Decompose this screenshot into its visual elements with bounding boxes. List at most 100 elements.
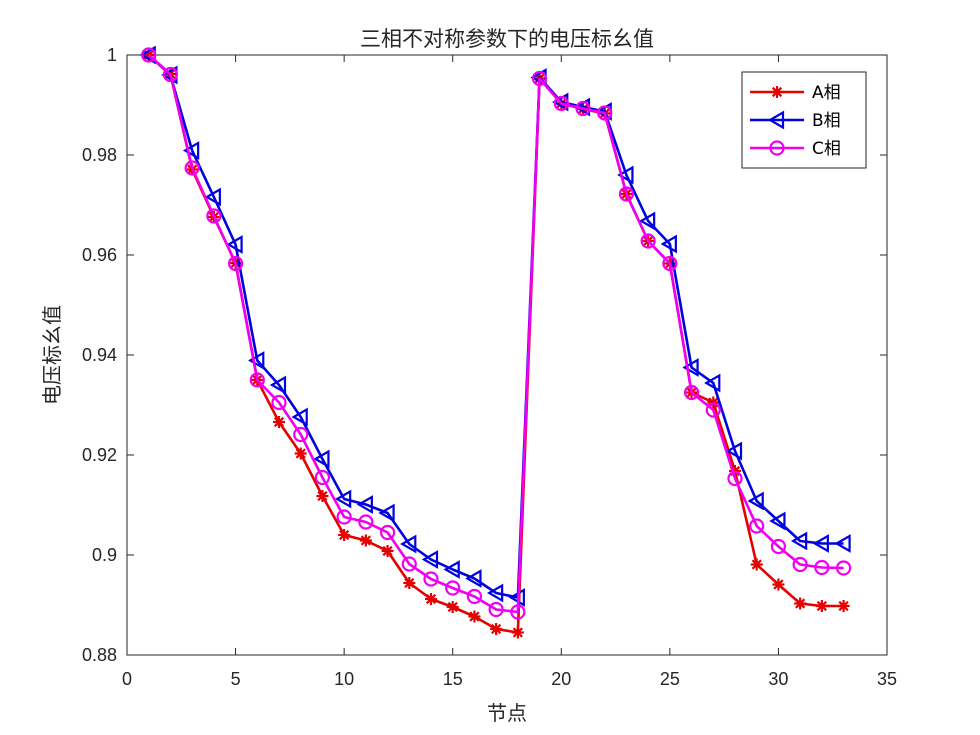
legend-label: B相: [812, 111, 841, 131]
data-point: [336, 509, 352, 525]
data-point: [747, 491, 764, 511]
data-point: [466, 588, 483, 605]
data-point: [835, 560, 852, 576]
x-tick-label: 15: [443, 669, 463, 689]
data-point: [725, 441, 743, 461]
series-3: [141, 47, 852, 620]
data-point: [812, 534, 829, 553]
data-point: [204, 187, 221, 207]
data-point: [403, 577, 416, 589]
data-point: [834, 534, 851, 553]
y-tick-label: 1: [107, 45, 117, 65]
x-tick-label: 0: [122, 669, 132, 689]
x-tick-label: 10: [334, 669, 354, 689]
data-point: [356, 495, 373, 514]
y-tick-label: 0.98: [82, 145, 117, 165]
chart-title: 三相不对称参数下的电压标幺值: [360, 27, 654, 51]
data-point: [486, 583, 504, 603]
data-point: [792, 556, 808, 573]
data-point: [273, 416, 285, 428]
data-point: [662, 255, 678, 272]
data-point: [510, 604, 526, 620]
x-axis-title: 节点: [487, 701, 527, 725]
data-point: [334, 489, 352, 509]
data-point: [249, 372, 265, 388]
data-point: [769, 511, 786, 531]
data-point: [294, 447, 307, 460]
data-point: [511, 626, 524, 639]
legend-label: A相: [812, 83, 841, 103]
data-point: [772, 578, 785, 591]
data-point: [378, 503, 395, 523]
data-point: [575, 100, 591, 117]
legend-marker: [769, 140, 785, 156]
data-point: [531, 70, 548, 87]
data-point: [750, 558, 763, 571]
data-point: [794, 597, 807, 610]
legend-marker: [771, 86, 783, 98]
data-point: [206, 208, 222, 224]
data-point: [400, 534, 417, 554]
data-point: [490, 623, 503, 635]
data-point: [815, 600, 828, 612]
series-line: [147, 54, 844, 599]
y-tick-label: 0.88: [82, 645, 117, 665]
data-point: [316, 490, 329, 502]
data-point: [638, 211, 656, 231]
data-point: [379, 524, 396, 541]
data-point: [618, 186, 635, 202]
legend-item: A相: [750, 83, 841, 103]
x-tick-label: 25: [660, 669, 680, 689]
y-tick-label: 0.92: [82, 445, 117, 465]
data-point: [445, 580, 461, 596]
data-point: [401, 556, 417, 572]
data-point: [446, 601, 459, 613]
data-point: [553, 95, 569, 112]
data-point: [597, 105, 613, 121]
data-point: [704, 373, 721, 393]
legend-marker: [767, 110, 785, 130]
y-axis-title: 电压标幺值: [40, 305, 64, 405]
data-point: [465, 569, 482, 588]
data-point: [162, 66, 179, 83]
legend-item: C相: [750, 139, 841, 159]
y-tick-label: 0.94: [82, 345, 117, 365]
x-tick-label: 5: [231, 669, 241, 689]
data-point: [488, 601, 504, 618]
data-point: [705, 402, 721, 418]
data-point: [468, 610, 481, 623]
data-point: [683, 384, 700, 401]
series-line: [147, 54, 844, 614]
data-point: [423, 571, 439, 587]
data-point: [640, 233, 656, 249]
data-point: [617, 165, 634, 185]
legend: A相 B相 C相: [741, 71, 867, 169]
data-point: [749, 518, 765, 534]
data-point: [770, 538, 787, 555]
x-tick-label: 20: [551, 669, 571, 689]
data-point: [359, 534, 372, 547]
legend-item: B相: [750, 110, 841, 131]
data-point: [381, 545, 394, 557]
data-point: [727, 470, 743, 487]
data-point: [314, 469, 331, 486]
x-tick-label: 35: [877, 669, 897, 689]
data-point: [837, 600, 850, 612]
data-point: [790, 531, 808, 551]
y-tick-label: 0.9: [92, 545, 117, 565]
data-point: [814, 559, 830, 576]
data-point: [248, 351, 265, 370]
data-point: [293, 426, 309, 443]
data-point: [682, 358, 699, 377]
data-point: [184, 160, 200, 176]
data-point: [358, 514, 374, 530]
data-point: [269, 375, 287, 395]
legend-label: C相: [812, 139, 841, 159]
data-point: [227, 255, 244, 272]
y-tick-label: 0.96: [82, 245, 117, 265]
plot-area: 0 5 10 15 20 25 30 35 0.88 0.9 0.92 0.94 0.96 0.98 1: [82, 45, 897, 689]
data-point: [141, 47, 157, 63]
data-point: [313, 449, 330, 469]
data-point: [660, 234, 677, 254]
